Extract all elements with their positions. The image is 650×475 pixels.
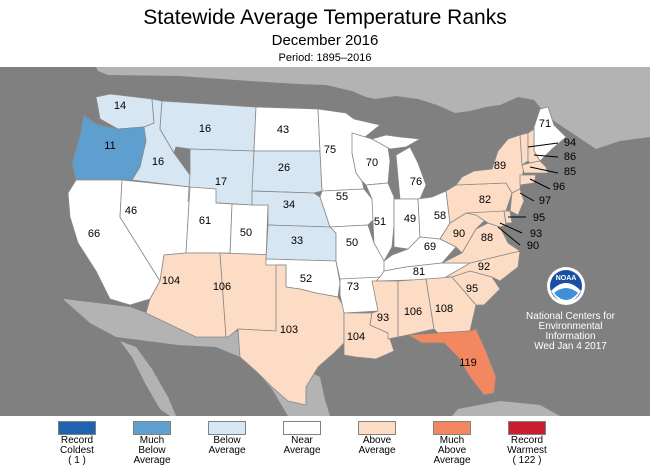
map-subtitle: December 2016 (271, 32, 379, 49)
period-label: Period: 1895–2016 (278, 52, 372, 64)
credit-line-1: National Centers for (526, 311, 615, 322)
legend-swatch (133, 421, 171, 435)
us-map: 14 11 66 16 46 16 17 61 50 104 106 43 26… (0, 67, 650, 416)
callout-lines (497, 142, 559, 246)
state-illinois (365, 182, 395, 262)
rank-label-kansas: 33 (291, 235, 303, 247)
rank-label-utah: 61 (199, 215, 211, 227)
state-new-mexico (219, 252, 279, 338)
rank-label-mississippi: 93 (377, 312, 389, 324)
rank-label-nevada: 46 (125, 205, 137, 217)
legend-swatch (58, 421, 96, 435)
rank-label-texas: 103 (280, 324, 298, 336)
svg-text:NOAA: NOAA (556, 275, 577, 282)
legend-label: Record Warmest( 122 ) (507, 435, 547, 466)
state-michigan-up (370, 134, 422, 150)
rank-label-kentucky: 69 (424, 241, 436, 253)
state-florida (406, 328, 497, 396)
rank-label-colorado: 50 (240, 227, 252, 239)
state-connecticut (519, 174, 537, 186)
rank-label-new-mexico: 106 (213, 281, 231, 293)
rank-label-oklahoma: 52 (300, 273, 312, 285)
legend-label: Below Average (208, 435, 246, 456)
legend-swatch (433, 421, 471, 435)
rank-label-arkansas: 73 (347, 281, 359, 293)
rank-label-california: 66 (88, 228, 100, 240)
rank-label-montana: 16 (199, 123, 211, 135)
map-title: Statewide Average Temperature Ranks (143, 6, 507, 29)
rank-label-west-virginia: 90 (453, 228, 465, 240)
rank-label-new-york: 89 (494, 160, 506, 172)
rank-label-illinois: 51 (374, 216, 386, 228)
legend-swatch (508, 421, 546, 435)
rank-label-missouri: 50 (346, 237, 358, 249)
rank-label-minnesota: 75 (324, 144, 336, 156)
legend-swatch (208, 421, 246, 435)
credit-line-2: Environmental (538, 321, 603, 332)
state-michigan (395, 146, 427, 200)
state-maryland (465, 210, 507, 228)
rank-label-iowa: 55 (336, 191, 348, 203)
legend: Record Coldest( 1 ) Much Below Average Below A… (0, 416, 650, 475)
rank-label-virginia: 88 (481, 232, 493, 244)
credit-line-3: Information (545, 331, 596, 342)
rank-label-washington: 14 (114, 100, 126, 112)
rank-label-maryland: 93 (530, 228, 542, 240)
rank-label-dc: 90 (527, 240, 539, 252)
state-alabama (397, 278, 435, 338)
canada-land (96, 67, 650, 149)
rank-label-oregon: 11 (104, 140, 115, 152)
legend-swatch (283, 421, 321, 435)
rank-label-vermont: 94 (564, 137, 576, 149)
rank-label-north-dakota: 43 (277, 124, 289, 136)
rank-label-florida: 119 (459, 357, 477, 369)
state-new-jersey (509, 188, 525, 216)
rank-label-south-carolina: 95 (466, 283, 478, 295)
rank-label-pennsylvania: 82 (479, 194, 491, 206)
legend-label: Record Coldest( 1 ) (60, 435, 94, 466)
rank-label-maine: 71 (539, 118, 551, 130)
rank-label-north-carolina: 92 (478, 261, 490, 273)
rank-label-indiana: 49 (404, 213, 416, 225)
state-iowa (319, 188, 375, 228)
rank-label-new-jersey: 97 (539, 195, 551, 207)
rank-label-tennessee: 81 (413, 266, 425, 278)
state-texas (237, 264, 345, 406)
legend-swatch (358, 421, 396, 435)
legend-label: Near Average (283, 435, 321, 456)
rank-label-wyoming: 17 (215, 176, 227, 188)
rank-label-connecticut: 96 (553, 181, 565, 193)
rank-label-idaho: 16 (152, 156, 164, 168)
cuba-land (452, 401, 560, 416)
credit-date: Wed Jan 4 2017 (534, 341, 607, 352)
noaa-logo: NOAA (547, 267, 585, 305)
rank-label-arizona: 104 (162, 275, 180, 287)
rank-label-new-hampshire: 86 (564, 151, 576, 163)
rank-label-delaware: 95 (533, 212, 545, 224)
state-arkansas (339, 276, 381, 314)
rank-label-louisiana: 104 (347, 331, 365, 343)
rank-label-massachusetts: 85 (564, 166, 576, 178)
baja-land (120, 341, 176, 416)
state-south-dakota (251, 150, 323, 194)
rank-label-alabama: 106 (404, 306, 422, 318)
legend-label: Much Below Average (133, 435, 171, 466)
rank-label-georgia: 108 (435, 303, 453, 315)
rank-label-wisconsin: 70 (366, 157, 378, 169)
legend-label: Above Average (358, 435, 396, 456)
rank-label-ohio: 58 (434, 210, 446, 222)
rank-label-michigan: 76 (410, 176, 422, 188)
rank-label-nebraska: 34 (283, 199, 295, 211)
legend-label: Much Above Average (433, 435, 471, 466)
mexico-land (64, 299, 330, 416)
state-massachusetts (521, 160, 549, 174)
rank-label-south-dakota: 26 (278, 162, 290, 174)
